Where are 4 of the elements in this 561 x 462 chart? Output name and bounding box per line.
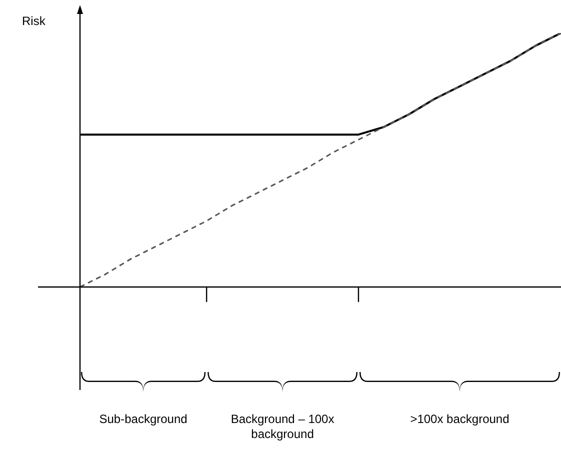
text: Sub-background [98,412,188,427]
text: Background – 100x background [230,412,336,442]
text: >100x background [409,412,510,427]
y-axis-title: Risk [22,14,46,28]
